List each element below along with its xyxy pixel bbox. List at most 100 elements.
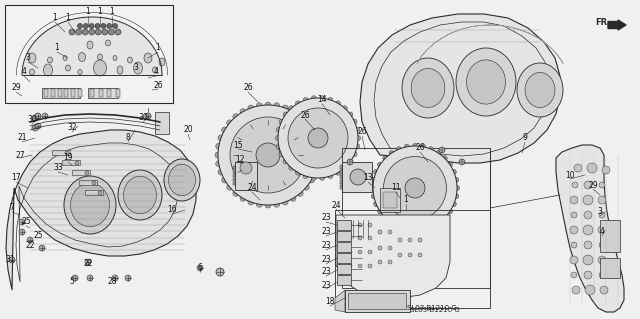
- Circle shape: [584, 241, 592, 249]
- Circle shape: [583, 225, 593, 235]
- Circle shape: [283, 112, 288, 117]
- Circle shape: [35, 123, 41, 129]
- Circle shape: [378, 230, 382, 234]
- Ellipse shape: [70, 183, 109, 227]
- Text: 29: 29: [588, 181, 598, 189]
- Circle shape: [303, 174, 308, 179]
- Text: 30: 30: [27, 115, 37, 124]
- Circle shape: [447, 162, 452, 167]
- Bar: [342, 162, 372, 192]
- Circle shape: [420, 227, 426, 232]
- Circle shape: [355, 127, 360, 132]
- Text: 25: 25: [33, 231, 43, 240]
- Circle shape: [570, 196, 578, 204]
- Circle shape: [454, 186, 460, 190]
- Circle shape: [389, 151, 394, 156]
- Circle shape: [308, 127, 314, 133]
- Circle shape: [355, 136, 360, 140]
- Circle shape: [584, 271, 592, 279]
- Text: 6: 6: [198, 263, 202, 272]
- Text: 19: 19: [63, 153, 73, 162]
- Text: 27: 27: [15, 151, 25, 160]
- Circle shape: [599, 242, 605, 248]
- Circle shape: [436, 220, 441, 226]
- Circle shape: [328, 98, 333, 102]
- Circle shape: [297, 114, 303, 120]
- Circle shape: [600, 286, 608, 294]
- Text: 30: 30: [138, 114, 148, 122]
- Circle shape: [436, 151, 441, 156]
- Circle shape: [420, 144, 426, 149]
- Circle shape: [35, 113, 41, 119]
- Ellipse shape: [159, 58, 165, 66]
- Circle shape: [265, 202, 271, 208]
- Ellipse shape: [517, 63, 563, 117]
- Circle shape: [233, 190, 239, 196]
- Bar: [337, 231, 351, 241]
- Text: 22: 22: [25, 241, 35, 250]
- Circle shape: [378, 209, 383, 214]
- Bar: [600, 220, 620, 252]
- Bar: [44, 89, 48, 97]
- Circle shape: [35, 114, 40, 118]
- Circle shape: [65, 151, 69, 155]
- Text: 4: 4: [600, 227, 604, 236]
- Text: 13: 13: [363, 174, 373, 182]
- Circle shape: [388, 260, 392, 264]
- Circle shape: [112, 275, 118, 281]
- Bar: [52, 150, 70, 155]
- Circle shape: [308, 177, 314, 183]
- Circle shape: [274, 103, 280, 109]
- Circle shape: [82, 29, 88, 35]
- Text: 29: 29: [11, 84, 21, 93]
- Bar: [340, 175, 342, 179]
- Circle shape: [378, 260, 382, 264]
- Circle shape: [342, 165, 348, 170]
- Text: 9: 9: [523, 133, 527, 143]
- Bar: [42, 88, 80, 98]
- Bar: [335, 210, 490, 308]
- Ellipse shape: [144, 53, 152, 63]
- Circle shape: [599, 272, 605, 278]
- Bar: [51, 89, 55, 97]
- Circle shape: [227, 120, 233, 126]
- Ellipse shape: [373, 146, 457, 230]
- Bar: [380, 188, 400, 212]
- Bar: [85, 190, 103, 195]
- Circle shape: [328, 174, 333, 179]
- Circle shape: [383, 156, 388, 161]
- Circle shape: [570, 256, 578, 264]
- Circle shape: [279, 152, 284, 157]
- Circle shape: [85, 171, 89, 175]
- Text: 1: 1: [156, 43, 161, 53]
- Text: 11: 11: [391, 183, 401, 192]
- Text: 15: 15: [233, 140, 243, 150]
- Circle shape: [587, 163, 597, 173]
- Ellipse shape: [47, 57, 52, 63]
- Circle shape: [265, 102, 271, 108]
- Text: 1: 1: [54, 43, 60, 53]
- Circle shape: [584, 181, 592, 189]
- Circle shape: [598, 196, 606, 204]
- Circle shape: [290, 195, 296, 201]
- Polygon shape: [556, 145, 624, 312]
- Circle shape: [283, 159, 288, 164]
- Circle shape: [368, 236, 372, 240]
- Circle shape: [83, 24, 88, 28]
- Circle shape: [227, 184, 233, 190]
- Circle shape: [429, 147, 433, 152]
- Ellipse shape: [230, 117, 306, 193]
- Circle shape: [374, 169, 379, 174]
- Bar: [337, 264, 351, 274]
- Ellipse shape: [44, 64, 52, 76]
- Circle shape: [107, 24, 111, 28]
- Bar: [340, 185, 342, 189]
- Text: SL03-B1210 G: SL03-B1210 G: [407, 305, 457, 311]
- Text: 21: 21: [17, 133, 27, 143]
- Ellipse shape: [168, 164, 195, 196]
- Bar: [337, 242, 351, 252]
- Circle shape: [125, 275, 131, 281]
- Circle shape: [216, 143, 221, 149]
- Circle shape: [602, 166, 610, 174]
- Text: SL03-B1210 G: SL03-B1210 G: [410, 307, 460, 313]
